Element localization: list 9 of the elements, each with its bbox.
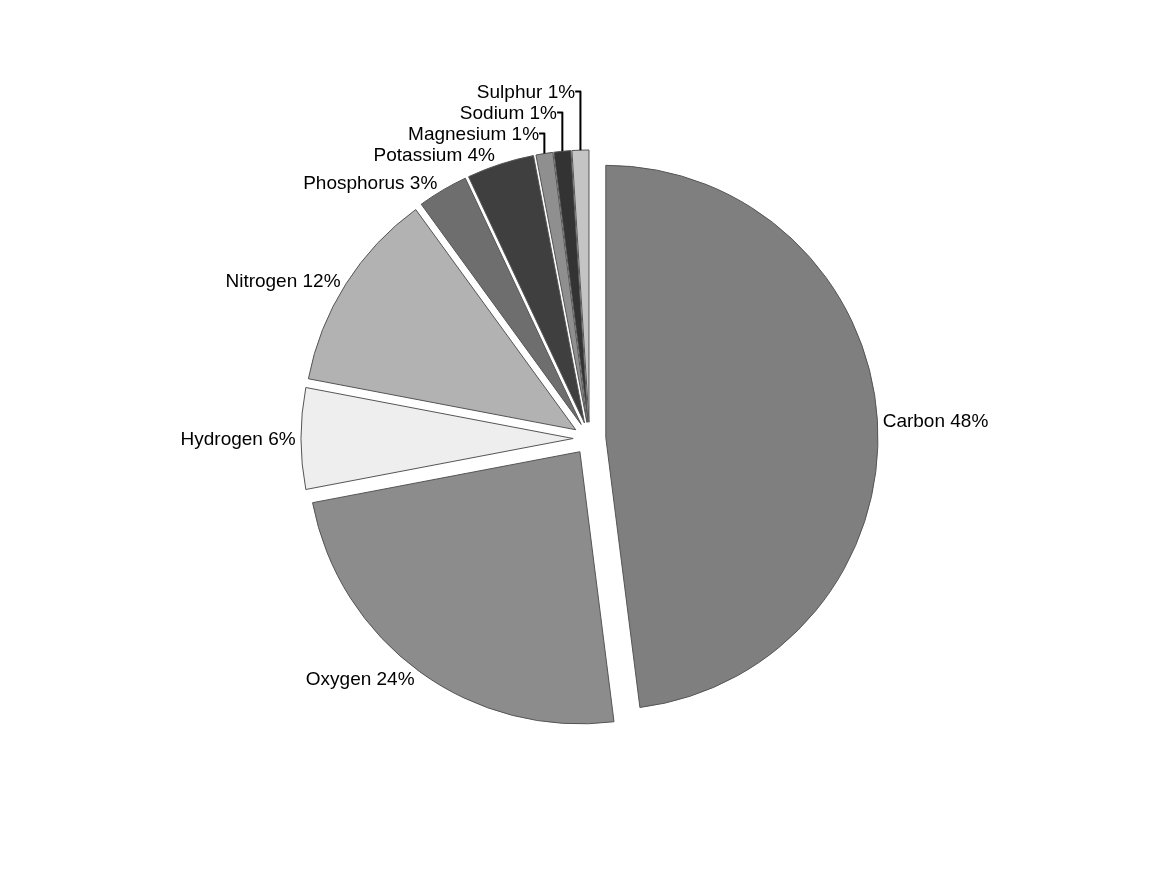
slice-label: Sulphur 1%	[476, 81, 576, 103]
slice-label: Carbon 48%	[882, 409, 989, 431]
slice-label: Nitrogen 12%	[225, 270, 341, 292]
slice-label: Magnesium 1%	[408, 123, 540, 145]
slice-label: Phosphorus 3%	[303, 171, 438, 193]
slice-label: Sodium 1%	[459, 102, 558, 124]
slice-label: Hydrogen 6%	[180, 428, 296, 449]
slice-label: Oxygen 24%	[305, 668, 415, 690]
slice-label: Potassium 4%	[373, 144, 496, 166]
